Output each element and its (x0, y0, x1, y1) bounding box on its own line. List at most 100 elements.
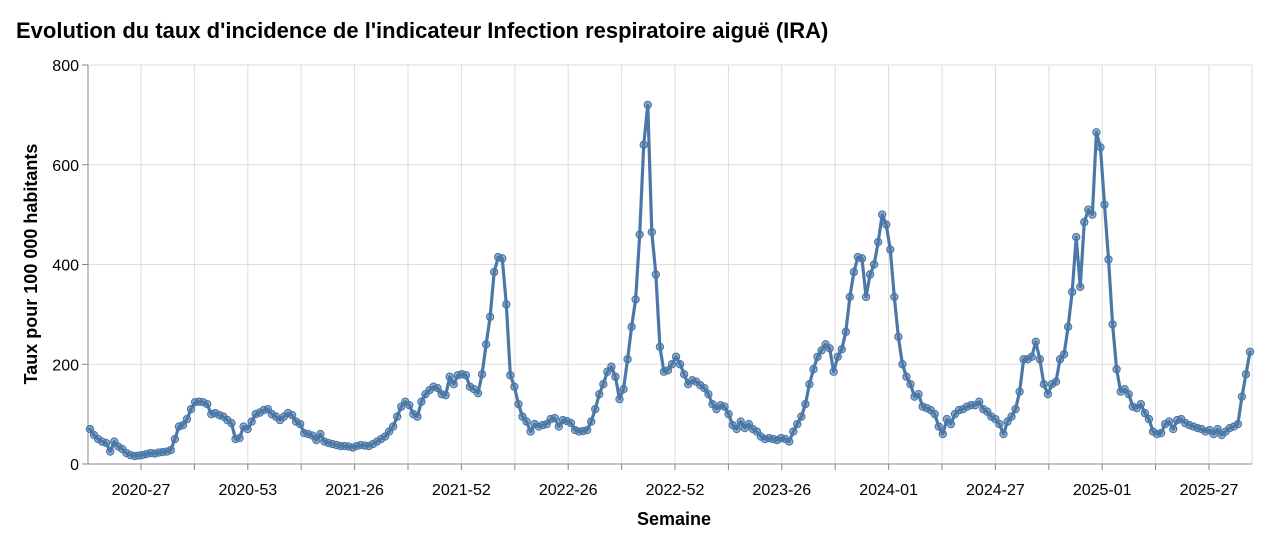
data-point (1031, 337, 1040, 347)
data-point (1100, 200, 1109, 209)
data-point (736, 417, 745, 426)
data-point (647, 227, 657, 237)
data-point (837, 345, 846, 354)
data-point (166, 445, 176, 455)
data-point (1015, 387, 1024, 396)
data-point (639, 140, 648, 149)
data-point (316, 429, 325, 439)
axes: 0 200 400 600 800 2020-27 2020-53 2021-26 2021-5… (52, 58, 1252, 499)
data-point (295, 419, 305, 429)
data-point (506, 371, 515, 380)
x-tick-label: 2022-52 (646, 482, 705, 499)
x-tick-label: 2023-26 (752, 482, 811, 499)
y-axis-title: Taux pour 100 000 habitants (21, 144, 41, 385)
data-point (607, 362, 616, 371)
data-point (1035, 355, 1045, 364)
data-point (473, 388, 483, 398)
data-point (663, 366, 673, 375)
y-tick-label: 200 (52, 357, 79, 374)
data-point (1096, 143, 1105, 152)
data-point (182, 414, 192, 424)
data-point (995, 419, 1004, 429)
y-tick-label: 0 (70, 457, 79, 474)
data-point (938, 429, 948, 439)
data-point (235, 433, 244, 443)
data-point (106, 447, 115, 456)
data-point (392, 412, 402, 421)
data-point (1067, 287, 1077, 297)
data-point (595, 389, 604, 399)
data-point (934, 422, 943, 431)
data-point (619, 384, 628, 394)
data-point (388, 422, 398, 431)
data-point (1136, 399, 1146, 409)
series-line (88, 103, 1252, 458)
data-point (1237, 392, 1247, 401)
data-point (882, 220, 891, 229)
data-point (1092, 128, 1101, 137)
data-point (704, 389, 713, 399)
data-point (1059, 350, 1069, 359)
data-point (797, 412, 806, 421)
x-tick-label: 2021-26 (325, 482, 384, 499)
x-tick-label: 2022-26 (539, 482, 598, 499)
data-point (865, 270, 875, 279)
data-point (813, 352, 822, 361)
data-point (679, 370, 689, 379)
data-point (502, 300, 511, 309)
data-point (805, 380, 814, 389)
data-point (526, 427, 535, 436)
data-point (1039, 380, 1049, 389)
data-point (825, 344, 834, 353)
x-tick-label: 2024-01 (859, 482, 918, 499)
data-point (833, 352, 842, 361)
data-point (785, 437, 794, 446)
data-point (849, 267, 859, 277)
data-point (203, 399, 212, 409)
data-point (85, 424, 95, 434)
data-point (886, 245, 895, 254)
data-point (700, 383, 709, 393)
data-point (1063, 322, 1073, 332)
y-tick-label: 400 (52, 258, 79, 275)
data-point (550, 413, 560, 423)
data-point (873, 237, 883, 247)
data-point (1233, 419, 1243, 429)
data-point (247, 417, 256, 426)
data-point (586, 417, 596, 426)
data-point (651, 270, 661, 279)
data-point (554, 422, 564, 431)
data-point (1144, 414, 1154, 424)
data-point (1080, 217, 1089, 227)
data-point (582, 425, 592, 435)
data-point (869, 260, 879, 269)
data-point (999, 429, 1008, 439)
data-point (1156, 428, 1166, 438)
x-axis-title: Semaine (637, 509, 711, 529)
data-point (227, 418, 236, 428)
data-point (186, 404, 196, 414)
data-point (461, 371, 471, 380)
data-point (413, 412, 422, 421)
data-point (489, 267, 499, 277)
data-point (801, 399, 810, 409)
data-point (1241, 370, 1251, 379)
data-point (724, 409, 733, 419)
data-point (643, 100, 652, 110)
data-point (417, 397, 426, 406)
data-point (481, 340, 491, 349)
data-point (906, 380, 915, 389)
data-point (1164, 417, 1174, 426)
data-point (975, 397, 984, 406)
data-point (243, 424, 252, 434)
data-point (477, 370, 487, 379)
data-point (1076, 282, 1085, 292)
x-tick-label: 2020-27 (112, 482, 171, 499)
data-point (611, 372, 620, 381)
data-point (566, 418, 576, 428)
data-point (841, 327, 851, 337)
data-point (1043, 389, 1053, 399)
data-point (861, 292, 871, 302)
data-point (510, 382, 519, 391)
